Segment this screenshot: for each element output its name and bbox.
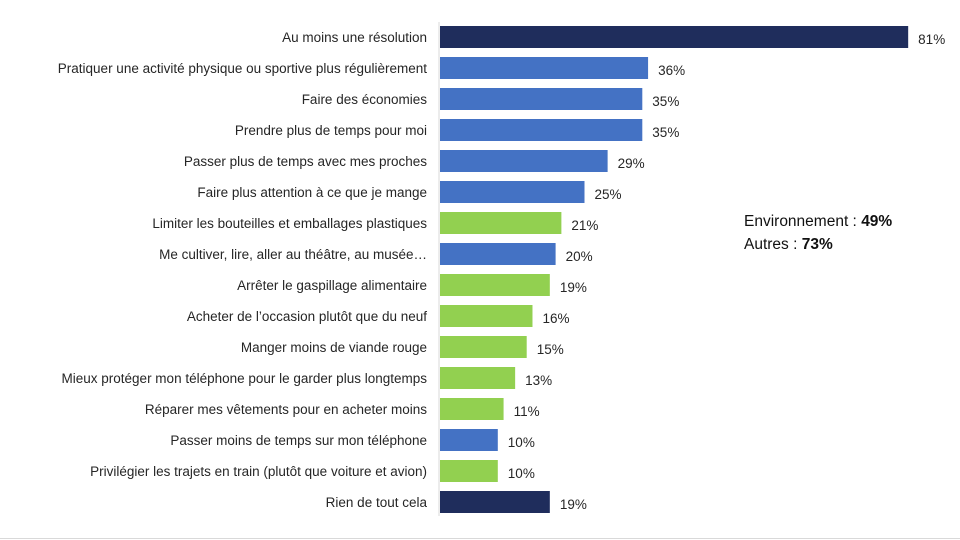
category-label: Pratiquer une activité physique ou sport…: [58, 61, 427, 76]
bar: [440, 243, 556, 265]
value-label: 25%: [595, 187, 622, 202]
bar: [440, 150, 608, 172]
value-label: 35%: [652, 94, 679, 109]
bar: [440, 119, 643, 141]
category-label: Faire des économies: [302, 92, 428, 107]
bar: [440, 398, 504, 420]
value-label: 35%: [652, 125, 679, 140]
category-label: Au moins une résolution: [282, 30, 427, 45]
bar: [440, 460, 498, 482]
category-label: Faire plus attention à ce que je mange: [197, 185, 427, 200]
category-label: Limiter les bouteilles et emballages pla…: [152, 216, 427, 231]
category-label: Arrêter le gaspillage alimentaire: [237, 278, 427, 293]
category-label: Me cultiver, lire, aller au théâtre, au …: [159, 247, 427, 262]
value-label: 15%: [537, 342, 564, 357]
bar: [440, 367, 516, 389]
category-label: Mieux protéger mon téléphone pour le gar…: [62, 371, 428, 386]
bar: [440, 429, 498, 451]
value-labels: 81% 36% 35% 35% 29% 25% 21% 20% 19% 16% 15% 13% 11% 1…: [508, 32, 945, 512]
environnement-label: Environnement :: [744, 213, 862, 230]
category-label: Acheter de l’occasion plutôt que du neuf: [187, 309, 427, 324]
bar: [440, 212, 562, 234]
autres-total: Autres : 73%: [744, 233, 892, 256]
autres-value: 73%: [801, 236, 833, 253]
bar: [440, 336, 527, 358]
value-label: 19%: [560, 280, 587, 295]
value-label: 16%: [542, 311, 569, 326]
bar: [440, 491, 550, 513]
autres-label: Autres :: [744, 236, 802, 253]
category-label: Passer plus de temps avec mes proches: [184, 154, 427, 169]
environnement-total: Environnement : 49%: [744, 210, 892, 233]
bar: [440, 88, 643, 110]
value-label: 13%: [525, 373, 552, 388]
bar: [440, 181, 585, 203]
value-label: 10%: [508, 435, 535, 450]
value-label: 29%: [618, 156, 645, 171]
category-label: Manger moins de viande rouge: [241, 340, 427, 355]
category-label: Réparer mes vêtements pour en acheter mo…: [145, 402, 427, 417]
value-label: 11%: [514, 404, 540, 419]
bottom-divider: [0, 538, 960, 539]
bars: [440, 26, 909, 513]
value-label: 81%: [918, 32, 945, 47]
bar: [440, 274, 550, 296]
value-label: 19%: [560, 497, 587, 512]
value-label: 36%: [658, 63, 685, 78]
category-label: Passer moins de temps sur mon téléphone: [170, 433, 427, 448]
category-label: Rien de tout cela: [326, 495, 428, 510]
bar: [440, 57, 649, 79]
group-totals-box: Environnement : 49% Autres : 73%: [744, 210, 892, 256]
value-label: 20%: [566, 249, 593, 264]
value-label: 21%: [571, 218, 598, 233]
value-label: 10%: [508, 466, 535, 481]
bar: [440, 26, 909, 48]
category-label: Prendre plus de temps pour moi: [235, 123, 427, 138]
category-label: Privilégier les trajets en train (plutôt…: [90, 464, 427, 479]
environnement-value: 49%: [861, 213, 893, 230]
category-labels: Au moins une résolution Pratiquer une act…: [58, 30, 428, 510]
bar: [440, 305, 533, 327]
